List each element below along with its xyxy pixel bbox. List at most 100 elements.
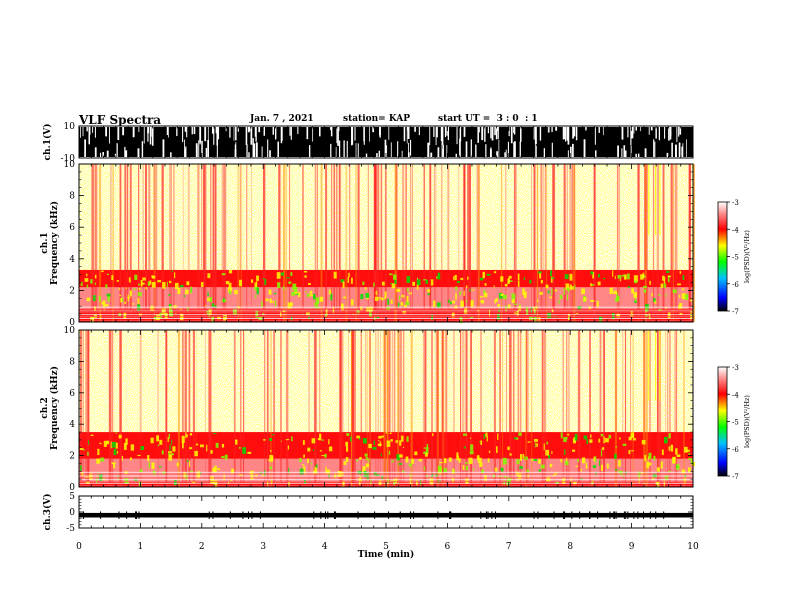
spectrogram-activity bbox=[168, 433, 171, 439]
spectrogram-activity bbox=[104, 304, 109, 307]
ch1-waveform-gap bbox=[536, 145, 537, 157]
spectrogram-activity bbox=[649, 316, 651, 320]
spectrogram-burst bbox=[161, 164, 164, 322]
spectrogram-activity bbox=[110, 441, 112, 449]
spectrogram-burst bbox=[500, 164, 503, 322]
spectrogram-activity bbox=[288, 467, 290, 474]
spectrogram-activity bbox=[168, 451, 172, 454]
ch1-waveform-gap bbox=[372, 127, 375, 133]
spectrogram-activity bbox=[317, 438, 321, 440]
spectrogram-activity bbox=[547, 312, 552, 318]
ch1-waveform-gap bbox=[637, 153, 640, 157]
spectrogram-activity bbox=[140, 280, 143, 287]
spectrogram-activity bbox=[223, 474, 226, 481]
spectrogram-activity bbox=[598, 438, 601, 443]
spectrogram-activity bbox=[179, 284, 184, 288]
spectrogram-burst bbox=[567, 330, 570, 487]
spectrogram-burst bbox=[348, 330, 349, 487]
ch3-waveform-spike bbox=[448, 511, 450, 519]
spectrogram-burst bbox=[393, 330, 396, 487]
colorbar-ch2: -3 -4 -5 -6 -7 log(PSD)(V²/Hz) bbox=[717, 364, 751, 481]
ch1-waveform-gap bbox=[496, 151, 498, 157]
ch1-waveform-gap bbox=[621, 127, 624, 140]
spectrogram-activity bbox=[500, 293, 504, 297]
spectrogram-activity bbox=[254, 286, 259, 291]
spectrogram-activity bbox=[328, 439, 330, 445]
ch1-waveform-gap bbox=[519, 141, 521, 157]
spectrogram-activity bbox=[313, 294, 316, 300]
spectrogram-activity bbox=[614, 453, 617, 459]
ch1-waveform-gap bbox=[149, 127, 152, 145]
spectrogram-burst bbox=[142, 164, 144, 322]
ch1-waveform-gap bbox=[436, 127, 438, 138]
spectrogram-activity bbox=[431, 314, 434, 320]
spectrogram-activity bbox=[358, 437, 361, 440]
spectrogram-burst bbox=[625, 330, 627, 487]
spectrogram-activity bbox=[380, 435, 384, 438]
station-label: station= KAP bbox=[343, 114, 411, 124]
spectrogram-burst bbox=[126, 164, 129, 322]
spectrogram-activity bbox=[675, 466, 678, 468]
spectrogram-activity bbox=[374, 296, 379, 301]
spectrogram-activity bbox=[346, 446, 349, 452]
spectrogram-burst bbox=[667, 330, 669, 487]
spectrogram-activity bbox=[254, 282, 257, 289]
spectrogram-activity bbox=[470, 316, 473, 319]
spectrogram-activity bbox=[194, 450, 198, 457]
spectrogram-burst bbox=[124, 164, 126, 322]
spectrogram-activity bbox=[262, 474, 265, 477]
spectrogram-burst bbox=[182, 164, 184, 322]
spectrogram-activity bbox=[112, 441, 116, 448]
spectrogram-activity bbox=[317, 307, 321, 309]
spectrogram-activity bbox=[538, 458, 541, 464]
spectrogram-activity bbox=[100, 457, 105, 462]
spectrogram-activity bbox=[409, 477, 412, 485]
ch1-waveform-gap bbox=[671, 142, 673, 157]
spectrogram-burst bbox=[649, 330, 652, 487]
y-tick-label: 10 bbox=[64, 326, 76, 336]
spectrogram-activity bbox=[92, 295, 96, 302]
ch1-waveform-gap bbox=[617, 145, 619, 157]
ch1-waveform-gap bbox=[653, 139, 655, 157]
spectrogram-burst bbox=[325, 164, 328, 322]
spectrogram-activity bbox=[424, 452, 428, 457]
ch1-waveform-gap bbox=[351, 127, 354, 145]
ch1-waveform-gap bbox=[297, 127, 299, 134]
y-tick-label: -10 bbox=[61, 154, 76, 164]
spectrogram-activity bbox=[85, 476, 90, 478]
spectrogram-activity bbox=[314, 466, 318, 474]
spectrogram-activity bbox=[360, 479, 362, 483]
spectrogram-activity bbox=[564, 460, 569, 466]
spectrogram-activity bbox=[385, 432, 388, 434]
spectrogram-activity bbox=[368, 457, 370, 463]
spectrogram-activity bbox=[352, 313, 354, 315]
spectrogram-band bbox=[79, 458, 693, 483]
ch1-waveform-gap bbox=[379, 127, 381, 136]
ch1-waveform-gap bbox=[442, 144, 444, 157]
spectrogram-burst bbox=[442, 330, 445, 487]
spectrogram-burst bbox=[544, 164, 547, 322]
ch3-waveform-spike bbox=[655, 511, 657, 519]
spectrogram-burst bbox=[92, 164, 95, 322]
spectrogram-activity bbox=[652, 478, 654, 480]
ch3-waveform-spike bbox=[491, 511, 493, 519]
y-tick-label: 6 bbox=[69, 389, 75, 399]
ch1-waveform-gap bbox=[442, 149, 443, 157]
ch3-waveform-spike bbox=[625, 511, 627, 519]
spectrogram-burst bbox=[397, 330, 400, 487]
spectrogram-activity bbox=[649, 280, 651, 285]
spectrogram-activity bbox=[264, 278, 267, 285]
spectrogram-activity bbox=[306, 293, 310, 297]
spectrogram-burst bbox=[441, 164, 443, 322]
y-tick-label: 8 bbox=[69, 192, 75, 202]
spectrogram-activity bbox=[608, 434, 612, 439]
spectrogram-burst bbox=[336, 164, 338, 322]
spectrogram-burst bbox=[357, 164, 360, 322]
spectrogram-burst bbox=[321, 164, 323, 322]
spectrogram-activity bbox=[378, 480, 382, 485]
spectrogram-activity bbox=[679, 270, 681, 274]
spectrogram-activity bbox=[140, 446, 145, 451]
spectrogram-activity bbox=[656, 467, 660, 472]
spectrogram-activity bbox=[269, 438, 273, 441]
spectrogram-activity bbox=[688, 453, 690, 455]
